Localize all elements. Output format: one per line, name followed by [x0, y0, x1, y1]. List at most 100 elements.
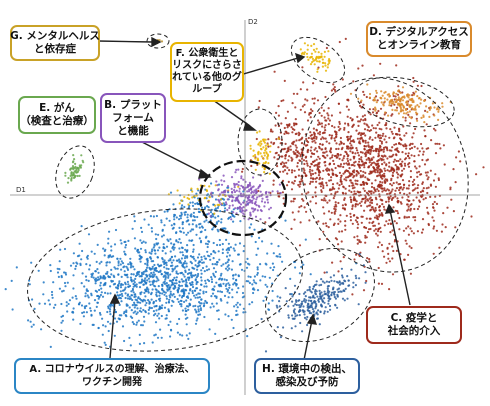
point-cluster-c [324, 199, 327, 202]
point-cluster-d [437, 110, 440, 113]
point-cluster-c [316, 99, 320, 102]
point-cluster-a [178, 238, 181, 241]
point-cluster-c [336, 182, 339, 185]
point-cluster-c [376, 166, 379, 169]
point-cluster-a [225, 248, 228, 252]
point-cluster-a [147, 277, 150, 280]
point-cluster-h [302, 292, 306, 295]
point-cluster-b [252, 210, 255, 213]
point-cluster-a [166, 271, 169, 274]
point-cluster-c [348, 167, 351, 170]
point-cluster-b [240, 184, 243, 187]
point-cluster-a [171, 227, 174, 230]
point-cluster-a [143, 320, 146, 323]
point-cluster-a [119, 297, 123, 300]
point-cluster-a [153, 334, 156, 337]
point-cluster-a [217, 318, 220, 321]
point-cluster-b [198, 178, 201, 181]
point-cluster-a [117, 317, 120, 320]
point-cluster-a [160, 235, 164, 238]
point-cluster-c [292, 150, 295, 153]
point-cluster-c [294, 153, 297, 156]
point-cluster-c [334, 173, 337, 176]
arrowhead-f-top [294, 52, 306, 64]
point-cluster-c [392, 182, 395, 185]
point-cluster-c [353, 186, 356, 189]
point-cluster-a [187, 219, 190, 222]
point-cluster-c [344, 150, 347, 153]
point-cluster-c [341, 78, 344, 81]
point-cluster-c [321, 177, 324, 180]
point-cluster-h [329, 276, 332, 279]
point-cluster-c [343, 208, 347, 211]
point-cluster-c [311, 140, 314, 143]
point-cluster-c [381, 134, 384, 137]
point-cluster-c [413, 207, 416, 211]
point-cluster-c [388, 161, 391, 164]
point-cluster-f [324, 62, 327, 65]
point-cluster-a [154, 321, 158, 324]
point-cluster-a [81, 311, 84, 314]
point-cluster-d [395, 92, 398, 95]
point-cluster-c [446, 206, 449, 209]
point-cluster-a [206, 243, 209, 246]
point-cluster-f [256, 131, 259, 134]
point-cluster-c [287, 159, 290, 162]
point-cluster-a [110, 268, 113, 271]
point-cluster-a [256, 247, 260, 250]
point-cluster-f [196, 187, 199, 190]
point-cluster-c [356, 238, 359, 241]
point-cluster-c [348, 189, 351, 192]
point-cluster-c [293, 197, 296, 200]
point-cluster-a [160, 221, 163, 224]
point-cluster-h [350, 268, 353, 271]
point-cluster-a [96, 243, 99, 246]
point-cluster-a [173, 276, 176, 279]
point-cluster-c [414, 219, 417, 222]
point-cluster-d [382, 104, 385, 107]
point-cluster-a [102, 276, 105, 279]
point-cluster-c [381, 214, 384, 217]
outline-cluster-c [301, 77, 469, 273]
point-cluster-d [397, 112, 400, 115]
point-cluster-a [224, 313, 227, 316]
point-cluster-d [412, 93, 415, 96]
point-cluster-c [293, 140, 296, 143]
point-cluster-a [183, 275, 186, 278]
point-cluster-a [74, 267, 77, 270]
point-cluster-a [128, 295, 131, 298]
point-cluster-c [362, 90, 365, 93]
point-cluster-a [124, 253, 127, 256]
point-cluster-c [390, 149, 393, 152]
point-cluster-a [178, 247, 181, 250]
point-cluster-c [374, 147, 378, 150]
point-cluster-c [381, 190, 384, 193]
point-cluster-c [290, 156, 293, 159]
point-cluster-d [368, 92, 372, 96]
point-cluster-f [306, 55, 309, 59]
point-cluster-c [364, 176, 367, 179]
point-cluster-c [325, 181, 328, 184]
point-cluster-a [248, 281, 251, 285]
point-cluster-c [324, 164, 327, 167]
point-cluster-f [203, 184, 206, 187]
point-cluster-e [76, 174, 79, 178]
point-cluster-a [205, 285, 208, 288]
point-cluster-c [348, 184, 351, 188]
point-cluster-h [344, 280, 347, 283]
point-cluster-a [76, 262, 79, 265]
point-cluster-a [279, 255, 282, 258]
point-cluster-c [318, 157, 321, 160]
point-cluster-a [145, 290, 148, 293]
point-cluster-a [49, 345, 52, 348]
point-cluster-c [325, 168, 328, 171]
point-cluster-a [147, 223, 150, 226]
point-cluster-c [433, 209, 436, 212]
point-cluster-a [298, 272, 301, 275]
point-cluster-c [339, 153, 342, 156]
point-cluster-a [246, 335, 249, 338]
point-cluster-a [220, 272, 223, 275]
point-cluster-c [368, 260, 371, 263]
point-cluster-a [167, 323, 170, 327]
point-cluster-c [359, 176, 362, 179]
